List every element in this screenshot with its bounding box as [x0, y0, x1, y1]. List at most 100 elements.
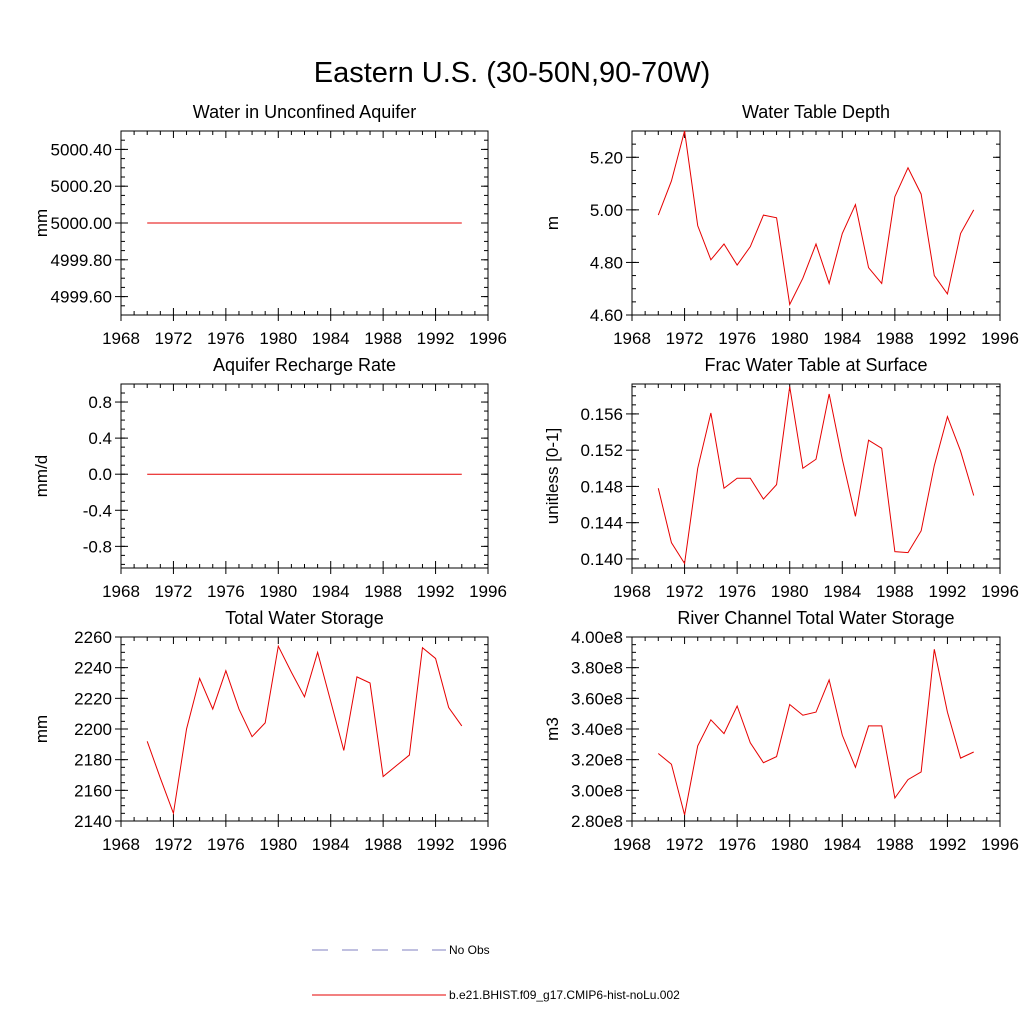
x-tick-label: 1976: [207, 582, 245, 601]
y-tick-label: 4999.80: [51, 251, 112, 270]
y-tick-label: 3.60e8: [571, 689, 623, 708]
x-tick-label: 1976: [207, 329, 245, 348]
y-tick-label: 5000.40: [51, 140, 112, 159]
y-tick-label: 2240: [74, 659, 112, 678]
y-tick-label: 0.148: [580, 477, 623, 496]
y-tick-label: 3.80e8: [571, 659, 623, 678]
x-tick-label: 1976: [718, 329, 756, 348]
y-tick-label: 2220: [74, 689, 112, 708]
series-line-model: [657, 130, 975, 307]
y-axis-label: m3: [543, 717, 562, 741]
y-tick-label: 5000.00: [51, 214, 112, 233]
x-tick-label: 1992: [929, 582, 967, 601]
x-tick-label: 1980: [259, 582, 297, 601]
panel-title: Total Water Storage: [225, 608, 383, 628]
y-tick-label: 3.00e8: [571, 781, 623, 800]
y-tick-label: 2160: [74, 781, 112, 800]
x-tick-label: 1984: [823, 329, 861, 348]
panel-water-table-depth: Water Table Depth m 1968 1972 1976 1980 1984 19…: [543, 102, 1019, 348]
x-tick-label: 1988: [876, 329, 914, 348]
legend: No Obs b.e21.BHIST.f09_g17.CMIP6-hist-no…: [312, 943, 680, 1002]
x-tick-label: 1988: [876, 835, 914, 854]
y-tick-label: 0.152: [580, 441, 623, 460]
panel-frac-water-table-at-surface: Frac Water Table at Surface unitless [0-1…: [543, 355, 1019, 601]
y-tick-label: 5.20: [590, 148, 623, 167]
series-line-model: [657, 386, 975, 565]
y-tick-label: 0.0: [88, 465, 112, 484]
plot-frame: [631, 130, 1001, 316]
y-tick-label: 2260: [74, 628, 112, 647]
x-tick-label: 1972: [155, 329, 193, 348]
y-axis-label: m: [543, 216, 562, 230]
main-title: Eastern U.S. (30-50N,90-70W): [314, 57, 710, 89]
y-axis-label: unitless [0-1]: [543, 428, 562, 524]
panel-title: Water in Unconfined Aquifer: [193, 102, 416, 122]
x-tick-label: 1976: [718, 582, 756, 601]
y-tick-label: 2140: [74, 812, 112, 831]
x-tick-label: 1968: [102, 582, 140, 601]
plot-frame: [631, 636, 1001, 822]
series-line-model: [146, 644, 463, 816]
y-axis-label: mm: [32, 209, 51, 237]
x-tick-label: 1992: [929, 329, 967, 348]
x-tick-label: 1988: [364, 329, 402, 348]
y-tick-label: 0.4: [88, 429, 112, 448]
y-tick-label: 3.20e8: [571, 751, 623, 770]
y-tick-label: 4.80: [590, 253, 623, 272]
panel-title: River Channel Total Water Storage: [677, 608, 954, 628]
panel-aquifer-recharge-rate: Aquifer Recharge Rate mm/d 1968 1972 1976 198…: [32, 355, 507, 601]
x-tick-label: 1968: [613, 329, 651, 348]
x-tick-label: 1972: [155, 582, 193, 601]
x-tick-label: 1968: [613, 835, 651, 854]
x-tick-label: 1984: [823, 835, 861, 854]
x-tick-label: 1972: [155, 835, 193, 854]
y-tick-label: 0.8: [88, 393, 112, 412]
panel-water-in-unconfined-aquifer: Water in Unconfined Aquifer mm 1968 1972 197…: [32, 102, 507, 348]
x-tick-label: 1988: [364, 582, 402, 601]
x-tick-label: 1968: [102, 835, 140, 854]
plot-frame: [631, 383, 1001, 569]
panel-river-channel-total-water-storage: River Channel Total Water Storage m3 1968 1…: [543, 608, 1019, 854]
y-tick-label: 0.140: [580, 550, 623, 569]
x-tick-label: 1980: [259, 329, 297, 348]
x-tick-label: 1996: [469, 329, 507, 348]
y-tick-label: 4999.60: [51, 288, 112, 307]
x-tick-label: 1996: [981, 329, 1019, 348]
panel-title: Frac Water Table at Surface: [704, 355, 927, 375]
x-tick-label: 1996: [981, 582, 1019, 601]
x-tick-label: 1984: [823, 582, 861, 601]
x-tick-label: 1984: [312, 835, 350, 854]
x-tick-label: 1984: [312, 329, 350, 348]
x-tick-label: 1972: [666, 835, 704, 854]
x-tick-label: 1980: [771, 582, 809, 601]
x-tick-label: 1968: [102, 329, 140, 348]
x-tick-label: 1992: [417, 582, 455, 601]
plot-frame: [120, 383, 489, 569]
legend-label-no-obs: No Obs: [449, 943, 490, 957]
y-tick-label: 5000.20: [51, 177, 112, 196]
x-tick-label: 1980: [259, 835, 297, 854]
y-tick-label: -0.8: [83, 537, 112, 556]
x-tick-label: 1968: [613, 582, 651, 601]
x-tick-label: 1996: [469, 835, 507, 854]
x-tick-label: 1988: [876, 582, 914, 601]
y-tick-label: 2180: [74, 751, 112, 770]
x-tick-label: 1972: [666, 329, 704, 348]
y-tick-label: -0.4: [83, 501, 112, 520]
y-axis-label: mm: [32, 715, 51, 743]
y-tick-label: 3.40e8: [571, 720, 623, 739]
x-tick-label: 1996: [981, 835, 1019, 854]
y-tick-label: 5.00: [590, 201, 623, 220]
y-tick-label: 0.144: [580, 514, 623, 533]
x-tick-label: 1996: [469, 582, 507, 601]
y-tick-label: 2200: [74, 720, 112, 739]
x-tick-label: 1988: [364, 835, 402, 854]
panels: Water in Unconfined Aquifer mm 1968 1972 197…: [32, 102, 1019, 854]
y-tick-label: 4.60: [590, 306, 623, 325]
panel-total-water-storage: Total Water Storage mm 1968 1972 1976 1980 198…: [32, 608, 507, 854]
series-line-model: [657, 649, 974, 815]
y-tick-label: 4.00e8: [571, 628, 623, 647]
y-axis-label: mm/d: [32, 455, 51, 498]
x-tick-label: 1980: [771, 835, 809, 854]
